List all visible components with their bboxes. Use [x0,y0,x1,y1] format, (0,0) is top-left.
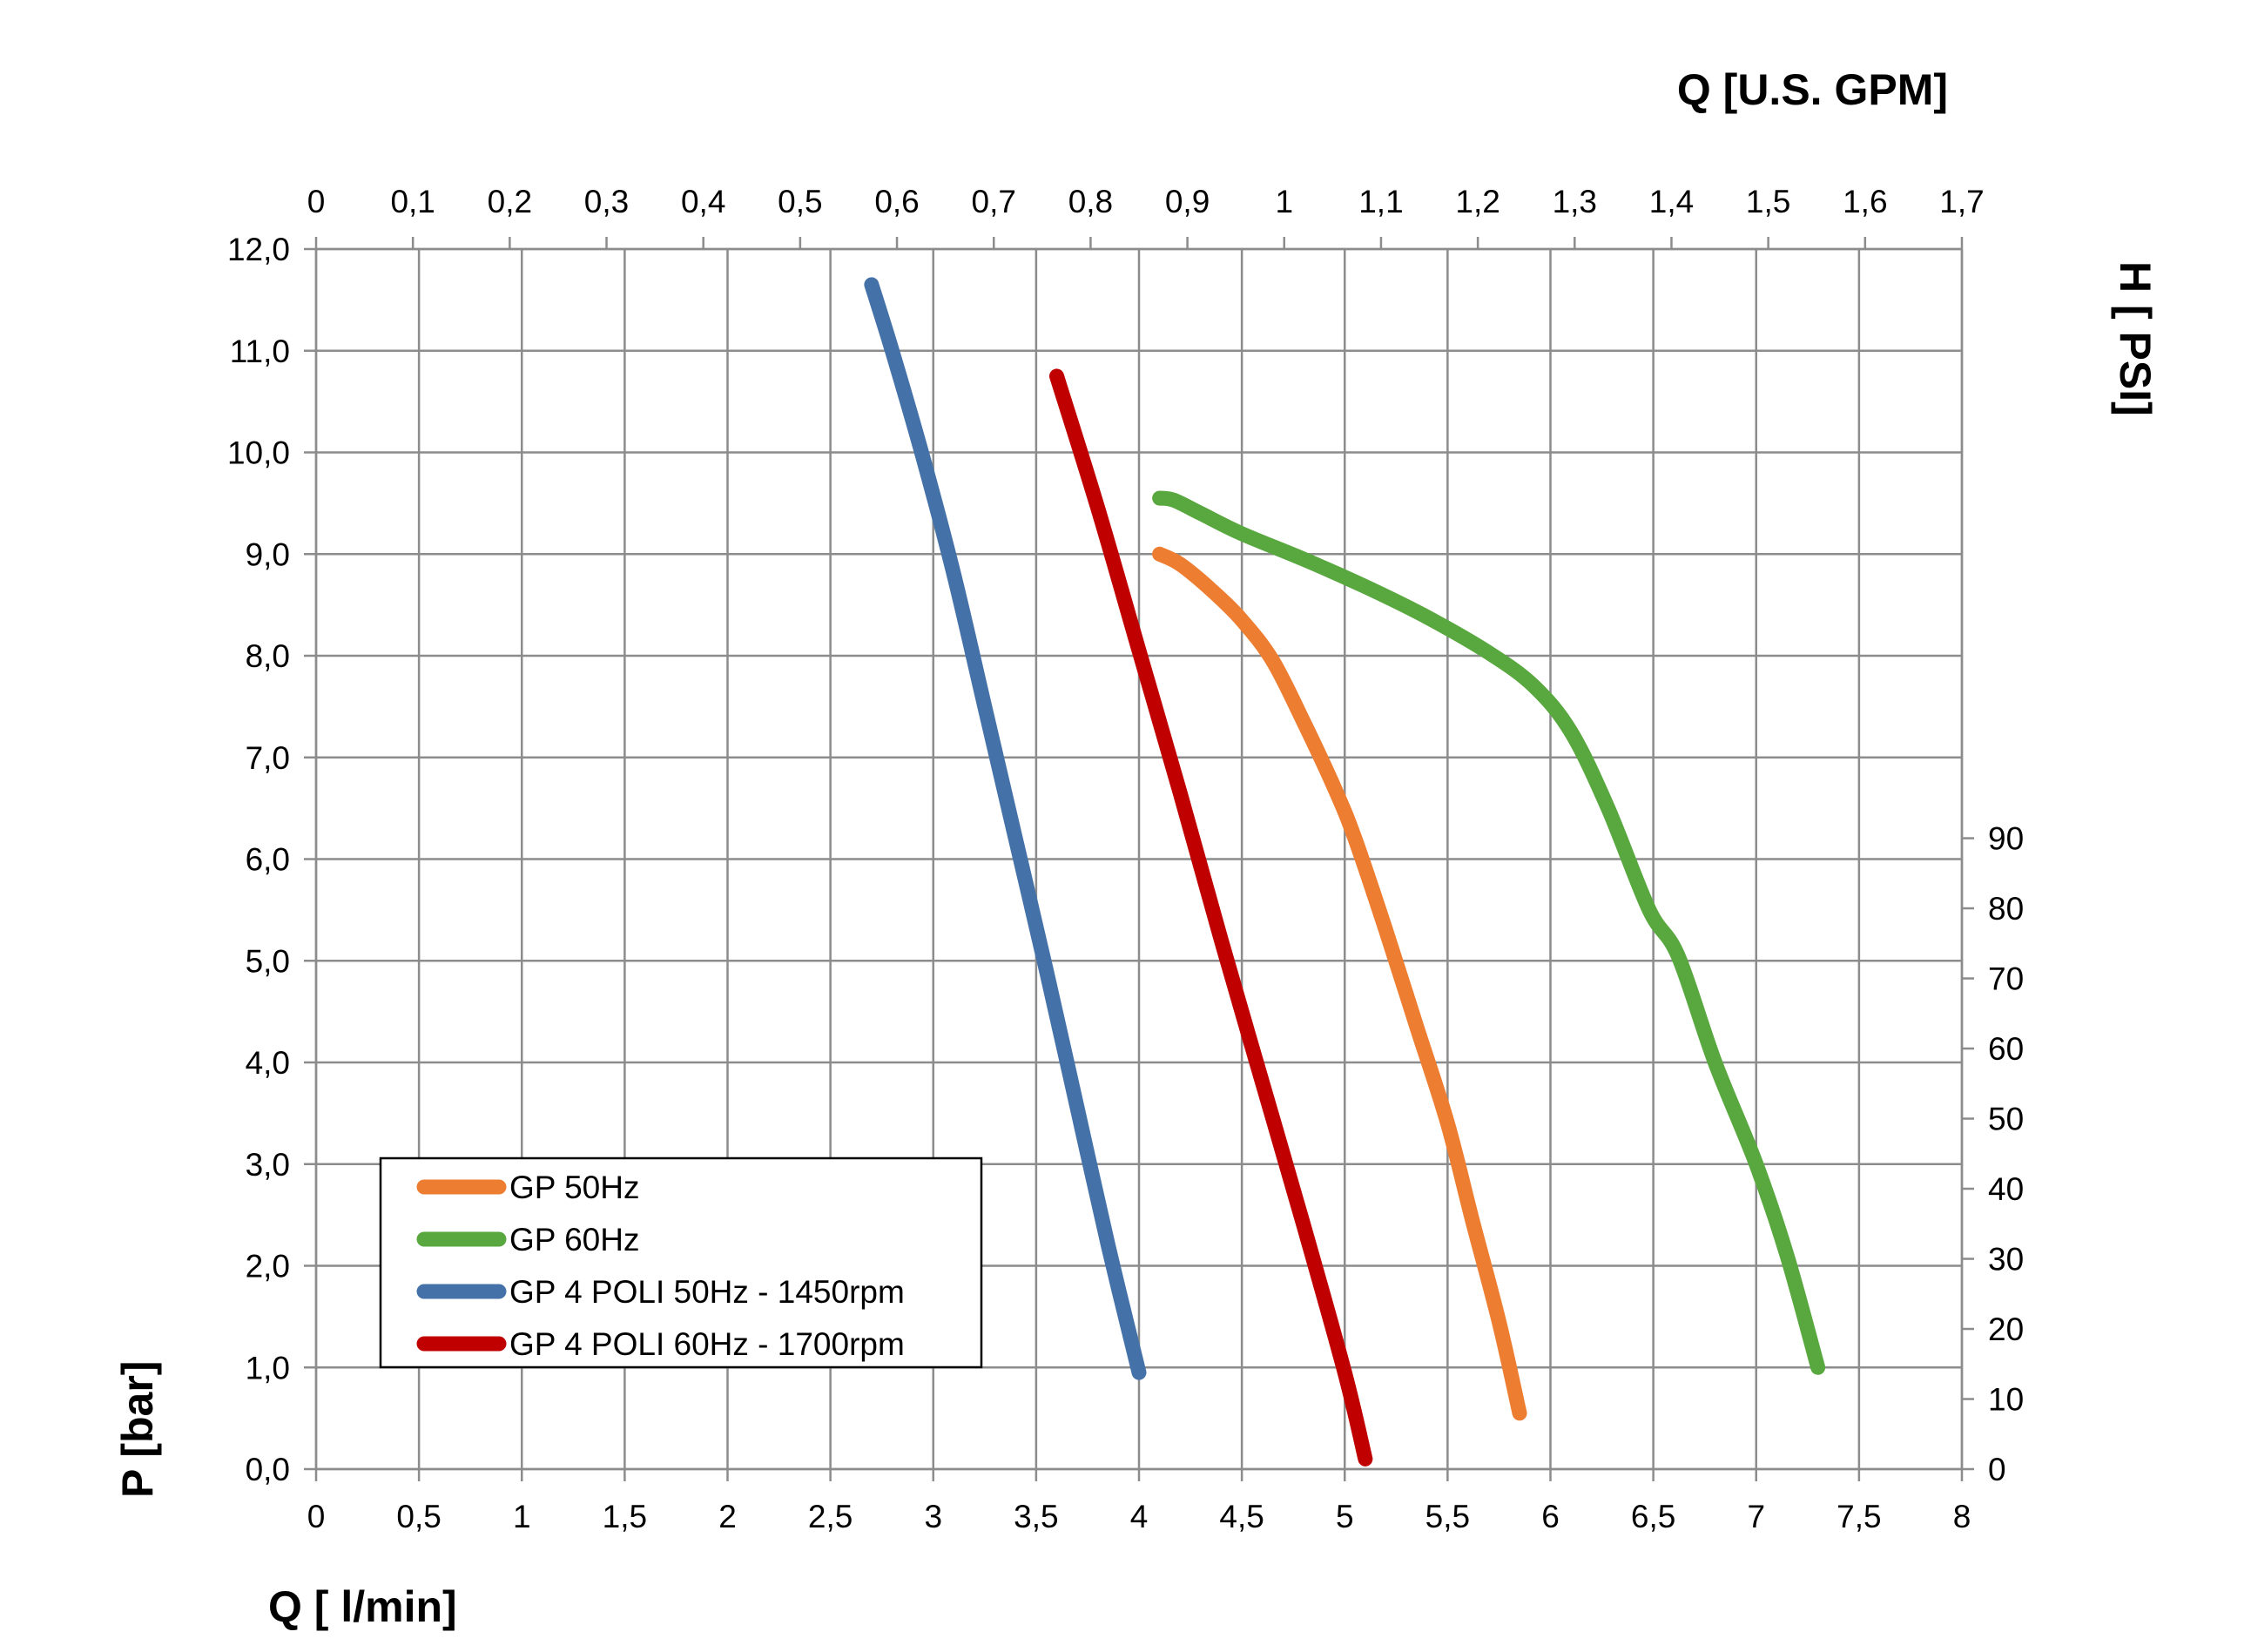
x-bottom-tick-label: 8 [1953,1499,1971,1534]
x-top-tick-label: 0,2 [488,184,532,219]
x-top-tick-label: 0,1 [390,184,435,219]
y-right-tick-label: 10 [1988,1382,2024,1418]
x-bottom-tick-label: 0,5 [396,1499,441,1534]
series-lines [864,277,1826,1467]
legend-label: GP 60Hz [509,1222,639,1258]
y-left-tick-label: 3,0 [246,1147,290,1183]
y-right-tick-label: 90 [1988,821,2024,857]
x-bottom-tick-label: 4,5 [1219,1499,1264,1534]
x-bottom-tick-label: 7,5 [1837,1499,1881,1534]
x-top-tick-label: 0 [307,184,326,219]
x-top-tick-label: 0,7 [972,184,1016,219]
y-right-tick-label: 70 [1988,961,2024,997]
x-bottom-tick-label: 2 [718,1499,737,1534]
series-line-gp-4-poli-60hz-1700rpm [1049,368,1373,1467]
x-bottom-tick-label: 0 [307,1499,326,1534]
x-top-tick-label: 1,4 [1649,184,1694,219]
x-top-tick-label: 1,2 [1455,184,1500,219]
y-right-tick-label: 20 [1988,1311,2024,1347]
x-top-tick-label: 1,3 [1553,184,1597,219]
y-left-tick-label: 11,0 [230,334,290,369]
x-top-axis-title: Q [U.S. GPM] [1677,65,1948,114]
legend-label: GP 4 POLI 60Hz - 1700rpm [509,1326,905,1362]
x-top-tick-label: 0,4 [681,184,725,219]
y-right-tick-label: 30 [1988,1242,2024,1278]
x-top-tick-label: 1,5 [1746,184,1790,219]
series-line-gp-50hz [1152,546,1527,1421]
y-left-tick-label: 2,0 [246,1249,290,1285]
x-bottom-tick-label: 6,5 [1631,1499,1675,1534]
y-right-tick-labels: 0 10 20 30 40 50 60 70 80 90 [1988,821,2024,1487]
series-line-gp-4-poli-50hz-1450rpm [864,277,1147,1380]
y-right-axis-title: H [ PSI] [2111,261,2160,416]
y-left-tick-label: 6,0 [246,842,290,878]
x-top-tick-label: 1,1 [1358,184,1403,219]
y-left-tick-label: 4,0 [246,1045,290,1081]
x-bottom-tick-label: 1 [513,1499,531,1534]
y-left-tick-label: 8,0 [246,638,290,674]
x-top-tick-label: 0,6 [874,184,919,219]
y-left-tick-label: 1,0 [246,1350,290,1386]
x-top-tick-labels: 0 0,1 0,2 0,3 0,4 0,5 0,6 0,7 0,8 0,9 1 1,1 1,2 1,3 1,… [307,184,1985,219]
y-left-tick-label: 0,0 [246,1452,290,1487]
x-bottom-tick-label: 5 [1336,1499,1354,1534]
x-top-tick-label: 0,8 [1068,184,1113,219]
legend-label: GP 4 POLI 50Hz - 1450rpm [509,1274,905,1310]
x-bottom-tick-label: 5,5 [1425,1499,1470,1534]
x-bottom-axis-title: Q [ l/min] [268,1582,457,1631]
x-top-tick-label: 1,7 [1939,184,1984,219]
y-right-tick-label: 60 [1988,1031,2024,1067]
y-left-axis-title: P [bar] [113,1361,162,1498]
y-left-tick-label: 7,0 [246,740,290,776]
x-bottom-tick-labels: 0 0,5 1 1,5 2 2,5 3 3,5 4 4,5 5 5,5 6 6,5 7 7,5 8 [307,1499,1971,1534]
x-top-tick-label: 1,6 [1843,184,1887,219]
y-right-tick-label: 50 [1988,1102,2024,1137]
x-bottom-tick-label: 1,5 [603,1499,647,1534]
x-top-tick-label: 0,9 [1165,184,1210,219]
x-top-tick-label: 0,3 [584,184,629,219]
x-bottom-tick-label: 7 [1747,1499,1765,1534]
y-left-tick-label: 12,0 [227,232,290,267]
x-bottom-tick-label: 3,5 [1014,1499,1058,1534]
x-top-tick-label: 0,5 [778,184,822,219]
y-left-tick-label: 10,0 [227,435,290,471]
legend: GP 50Hz GP 60Hz GP 4 POLI 50Hz - 1450rpm GP… [379,1156,983,1369]
y-right-tick-label: 0 [1988,1452,2006,1487]
series-line-gp-60hz [1152,490,1826,1375]
y-right-tick-label: 80 [1988,891,2024,927]
legend-label: GP 50Hz [509,1170,639,1205]
y-left-tick-label: 9,0 [246,536,290,572]
x-bottom-tick-label: 6 [1541,1499,1560,1534]
x-bottom-tick-label: 3 [924,1499,942,1534]
axes [304,237,1974,1481]
x-bottom-tick-label: 2,5 [808,1499,853,1534]
x-top-tick-label: 1 [1275,184,1293,219]
x-bottom-tick-label: 4 [1130,1499,1149,1534]
y-left-tick-label: 5,0 [246,943,290,979]
y-left-tick-labels: 0,0 1,0 2,0 3,0 4,0 5,0 6,0 7,0 8,0 9,0 10,0 11,0 12… [227,232,290,1487]
y-right-tick-label: 40 [1988,1171,2024,1207]
